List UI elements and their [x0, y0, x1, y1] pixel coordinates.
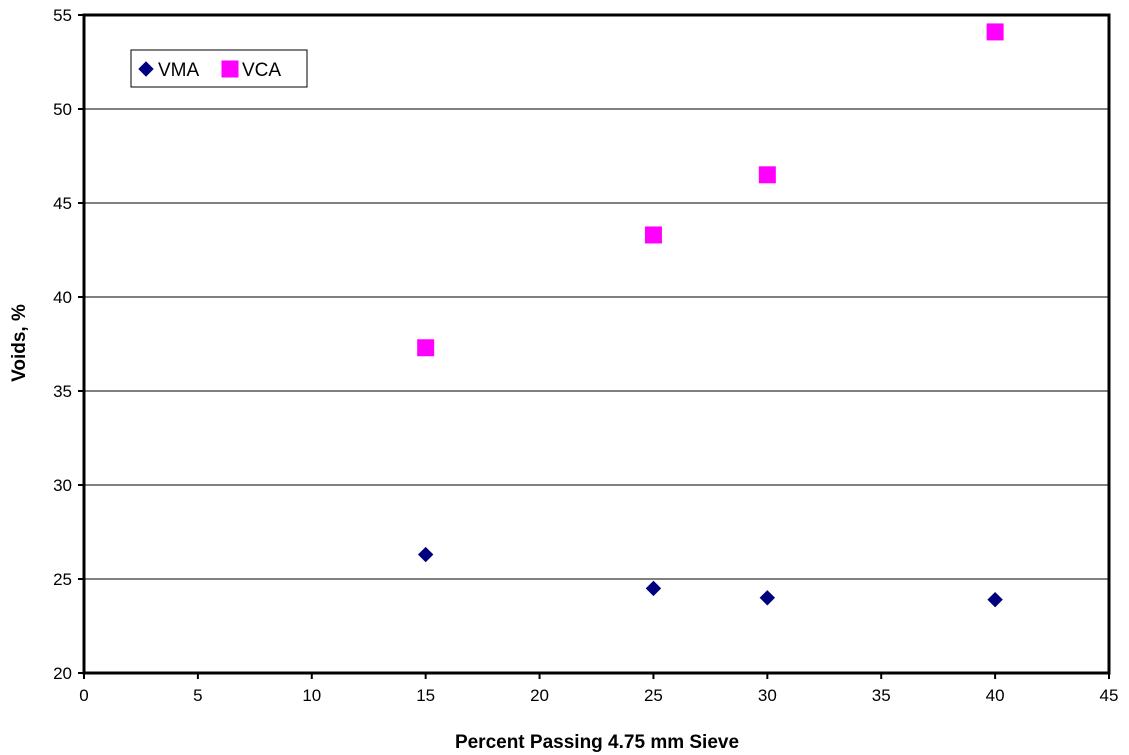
legend-box	[130, 49, 308, 88]
y-tick-label: 20	[53, 664, 72, 683]
y-tick-label: 45	[53, 194, 72, 213]
x-tick-label: 15	[416, 686, 435, 705]
x-axis-ticks: 0 5 10 15 20 25 30 35 40 45	[79, 673, 1118, 705]
y-axis-label: Voids, %	[9, 304, 30, 382]
vca-point	[644, 226, 662, 244]
vca-point	[758, 166, 776, 184]
legend-vca-label: VCA	[242, 60, 281, 81]
legend-vca-marker	[221, 60, 239, 78]
vca-point	[417, 339, 435, 357]
plot-area-border	[82, 13, 1111, 675]
legend-items: VMA VCA	[138, 60, 281, 81]
legend-vma-marker	[138, 61, 154, 77]
y-tick-label: 35	[53, 382, 72, 401]
grid-lines	[84, 14, 1109, 580]
vca-point	[986, 23, 1004, 41]
vma-point	[987, 591, 1003, 608]
data-markers	[417, 23, 1004, 608]
vma-point	[417, 546, 434, 563]
legend-vma-label: VMA	[158, 60, 200, 81]
y-tick-label: 30	[53, 476, 72, 495]
y-tick-label: 25	[53, 570, 72, 589]
x-tick-label: 5	[193, 686, 202, 705]
x-tick-label: 20	[530, 686, 549, 705]
x-tick-label: 35	[872, 686, 891, 705]
legend: VMA VCA	[130, 49, 308, 88]
x-tick-label: 10	[302, 686, 321, 705]
x-tick-label: 30	[758, 686, 777, 705]
x-tick-label: 45	[1100, 686, 1119, 705]
y-tick-label: 50	[53, 100, 72, 119]
y-axis-ticks: 20 25 30 35 40 45 50 55	[53, 6, 84, 683]
y-tick-label: 55	[53, 6, 72, 25]
x-tick-label: 40	[986, 686, 1005, 705]
vma-point	[759, 590, 776, 606]
y-tick-label: 40	[53, 288, 72, 307]
x-axis-label: Percent Passing 4.75 mm Sieve	[455, 732, 739, 753]
x-tick-label: 25	[644, 686, 663, 705]
vma-point	[645, 580, 662, 597]
x-tick-label: 0	[79, 686, 88, 705]
